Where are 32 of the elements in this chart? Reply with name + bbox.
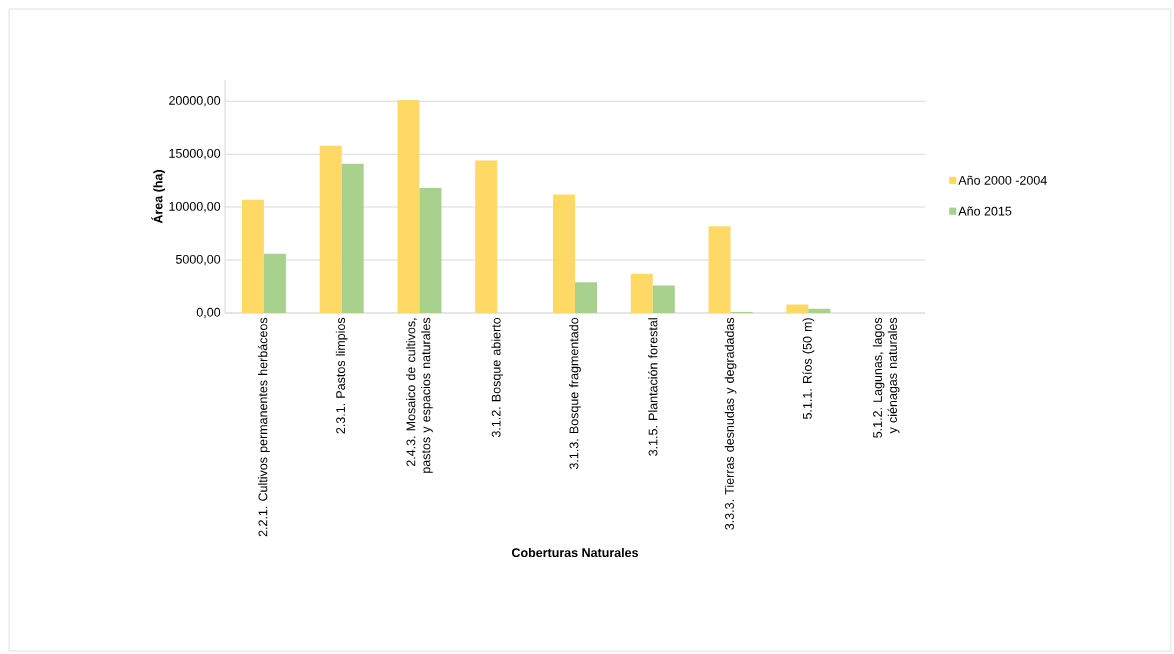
x-tick-label: 3.1.3. Bosque fragmentado [569, 317, 581, 470]
bar [630, 273, 653, 313]
x-tick-label: 3.1.5. Plantación forestal [648, 318, 658, 456]
y-tick-label: 20000,00 [169, 96, 221, 107]
y-tick-label: 15000,00 [169, 148, 221, 160]
bar [241, 199, 264, 313]
bar [263, 253, 286, 313]
bar [419, 188, 442, 313]
bar [575, 282, 598, 313]
y-tick-label: 10000,00 [169, 201, 221, 213]
bar [341, 163, 364, 313]
legend-label: Año 2000 -2004 [958, 175, 1047, 185]
bar [475, 160, 498, 313]
bar [708, 226, 731, 313]
y-tick-label: 0,00 [196, 307, 221, 319]
x-tick-label: 2.3.1. Pastos limpios [335, 317, 348, 434]
bar [652, 285, 675, 313]
y-axis-title: Área (ha) [151, 170, 165, 224]
bar [553, 194, 576, 313]
y-tick-label: 5000,00 [175, 254, 221, 266]
x-tick-label: 2.4.3. Mosaico de cultivos, pastos y espacios naturales [406, 317, 433, 473]
x-tick-label: 2.2.1. Cultivos permanentes herbáceos [257, 317, 270, 537]
x-tick-label: 3.3.3. Tierras desnudas y degradadas [724, 317, 737, 530]
bar [319, 145, 342, 313]
bar [397, 100, 420, 313]
bar [786, 304, 809, 313]
bar [808, 308, 831, 313]
legend-label: Año 2015 [958, 206, 1012, 216]
x-tick-label: 5.1.2. Lagunas, lagos y ciénagas naturales [872, 317, 900, 438]
x-axis-title: Coberturas Naturales [511, 547, 639, 558]
x-tick-label: 3.1.2. Bosque abierto [491, 317, 504, 438]
x-tick-label: 5.1.1. Ríos (50 m) [802, 318, 815, 419]
